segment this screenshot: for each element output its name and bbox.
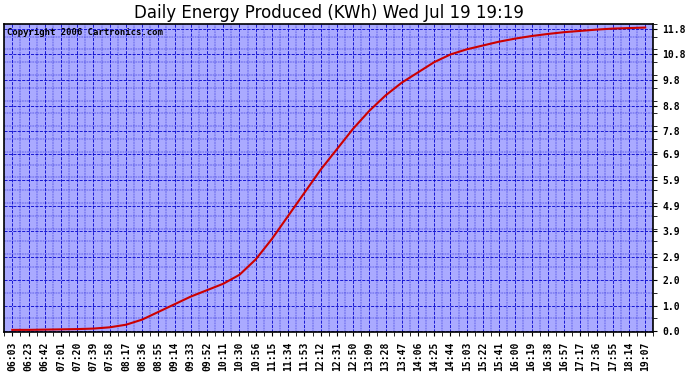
Title: Daily Energy Produced (KWh) Wed Jul 19 19:19: Daily Energy Produced (KWh) Wed Jul 19 1… xyxy=(134,4,524,22)
Text: Copyright 2006 Cartronics.com: Copyright 2006 Cartronics.com xyxy=(8,28,164,38)
